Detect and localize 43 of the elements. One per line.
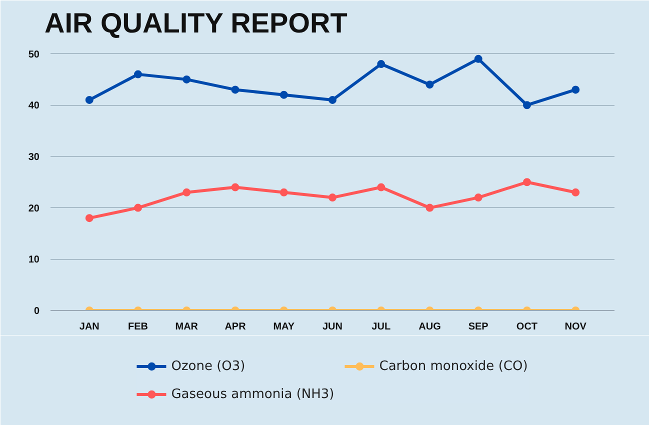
point: [85, 214, 94, 222]
x-tick-label: OCT: [516, 322, 538, 332]
point: [280, 90, 288, 99]
point: [474, 194, 482, 202]
point: [572, 188, 580, 196]
point: [426, 204, 434, 212]
y-tick-label: 40: [28, 100, 40, 112]
point: [134, 204, 142, 212]
legend-label: Ozone (O3): [171, 358, 246, 375]
point: [280, 188, 288, 196]
point: [182, 188, 191, 196]
x-tick-label: SEP: [468, 322, 489, 332]
x-tick-label: MAR: [175, 322, 199, 332]
point: [328, 96, 336, 104]
y-tick-label: 20: [28, 203, 40, 214]
x-tick-label: JAN: [79, 322, 100, 332]
point: [85, 96, 94, 104]
x-tick-label: MAY: [273, 322, 295, 332]
point: [231, 183, 240, 192]
point: [522, 178, 531, 186]
legend-label: Gaseous ammonia (NH3): [171, 386, 334, 403]
chart-title: AIR QUALITY REPORT: [44, 8, 348, 38]
point: [572, 86, 580, 94]
y-tick-label: 30: [28, 152, 40, 163]
x-tick-label: JUL: [372, 322, 391, 332]
point: [231, 86, 240, 94]
point: [377, 183, 386, 192]
x-tick-label: AUG: [418, 322, 442, 332]
x-tick-label: JUN: [322, 322, 343, 332]
point: [474, 54, 482, 63]
x-tick-label: FEB: [128, 322, 148, 332]
point: [182, 75, 191, 84]
y-tick-label: 0: [34, 306, 40, 317]
y-tick-label: 10: [28, 254, 40, 266]
legend-label: Carbon monoxide (CO): [379, 358, 528, 375]
y-tick-label: 50: [28, 49, 40, 60]
point: [377, 60, 386, 68]
point: [328, 194, 336, 202]
x-tick-label: APR: [224, 322, 247, 332]
point: [134, 70, 142, 78]
point: [426, 80, 434, 89]
x-tick-label: NOV: [564, 322, 587, 332]
point: [522, 101, 531, 110]
